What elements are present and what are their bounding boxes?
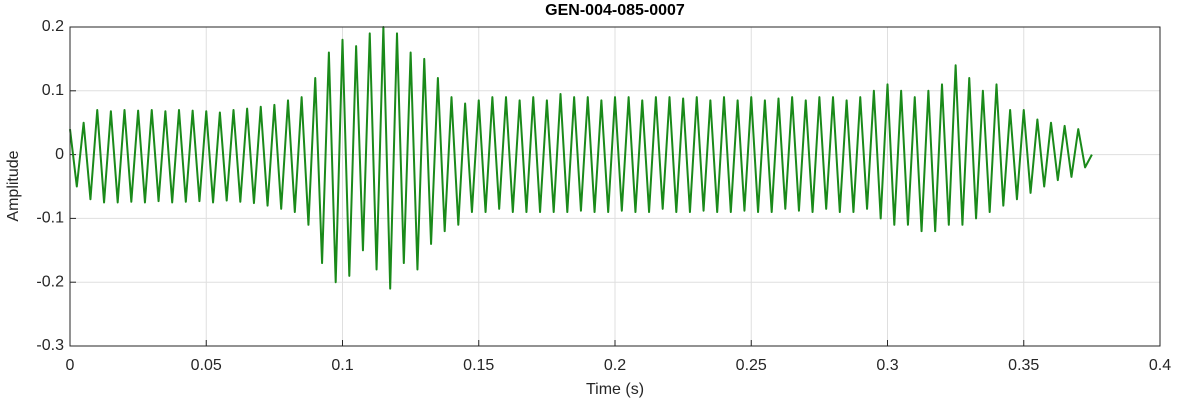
x-tick-label: 0.1 (331, 357, 353, 374)
x-tick-label: 0 (66, 357, 75, 374)
x-tick-label: 0.25 (736, 357, 767, 374)
y-tick-label: -0.2 (36, 273, 64, 290)
chart-title: GEN-004-085-0007 (545, 2, 685, 19)
x-tick-label: 0.05 (191, 357, 222, 374)
y-tick-label: -0.1 (36, 210, 64, 227)
axes-box (69, 26, 1161, 347)
y-tick-label: 0.1 (42, 82, 64, 99)
x-tick-label: 0.2 (604, 357, 626, 374)
y-axis-label: Amplitude (5, 150, 22, 221)
waveform-line (69, 26, 1093, 290)
x-tick-label: 0.4 (1149, 357, 1171, 374)
y-tick-label: -0.3 (36, 337, 64, 354)
y-tick-label: 0.2 (42, 18, 64, 35)
x-tick-label: 0.3 (876, 357, 898, 374)
x-tick-label: 0.15 (463, 357, 494, 374)
y-tick-label: 0 (55, 146, 64, 163)
x-axis-label: Time (s) (586, 381, 644, 398)
x-tick-label: 0.35 (1008, 357, 1039, 374)
